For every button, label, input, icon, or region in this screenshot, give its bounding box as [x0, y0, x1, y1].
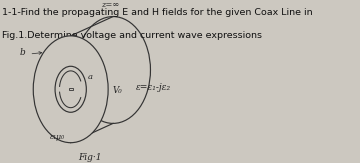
Text: Fig·1: Fig·1	[78, 153, 101, 162]
Text: 1-1-Find the propagating E and H fields for the given Coax Line in: 1-1-Find the propagating E and H fields …	[2, 8, 313, 17]
Text: o: o	[69, 100, 74, 108]
Text: b: b	[19, 48, 25, 57]
Text: ε₁μ₀: ε₁μ₀	[50, 133, 65, 141]
Text: z=∞: z=∞	[100, 1, 119, 9]
Text: V₀: V₀	[113, 86, 123, 95]
Text: a: a	[88, 73, 93, 81]
Text: Fig.1.Determine voltage and current wave expressions: Fig.1.Determine voltage and current wave…	[2, 31, 262, 40]
Ellipse shape	[55, 66, 86, 112]
Text: ε=ε₁-jε₂: ε=ε₁-jε₂	[136, 83, 171, 92]
Bar	[69, 88, 73, 90]
Ellipse shape	[33, 36, 108, 143]
